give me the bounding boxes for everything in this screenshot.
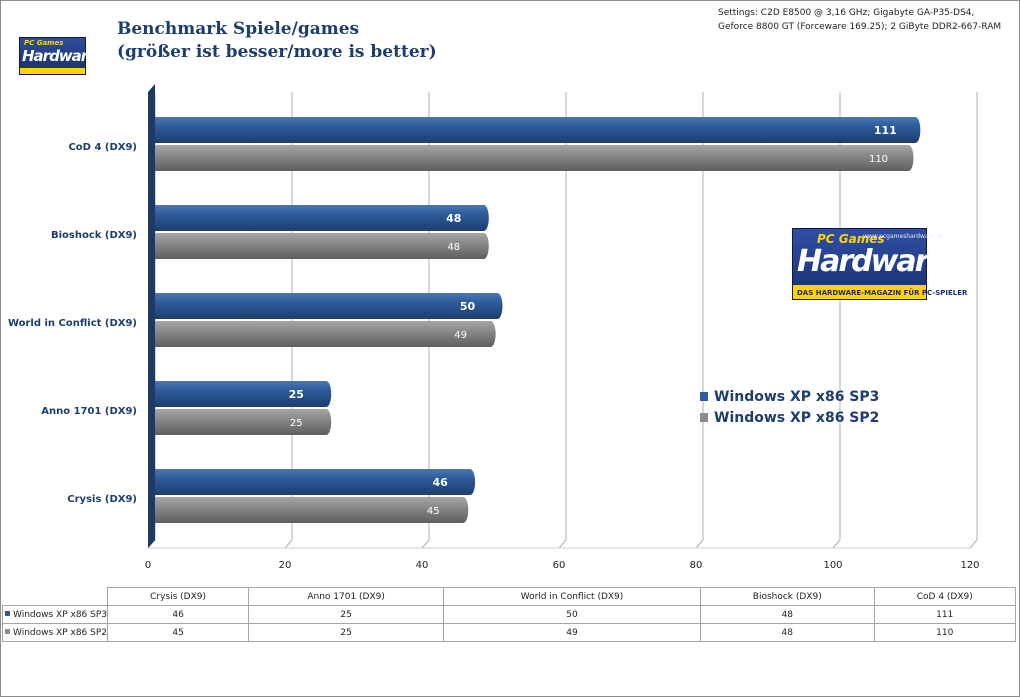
bar-sp2 xyxy=(155,497,469,523)
chart-legend: Windows XP x86 SP3 Windows XP x86 SP2 xyxy=(700,386,879,428)
data-label-sp3: 50 xyxy=(460,300,476,313)
category-label: CoD 4 (DX9) xyxy=(68,142,137,153)
pcgh-logo-large: PC Games www.pcgameshardware.de Hardware… xyxy=(792,228,967,300)
chart-title-line2: (größer ist besser/more is better) xyxy=(117,42,437,62)
data-label-sp2: 48 xyxy=(447,242,460,253)
table-row: Windows XP x86 SP3 46 25 50 48 111 xyxy=(2,605,1017,624)
category-label: Bioshock (DX9) xyxy=(51,230,137,241)
x-tick-label: 80 xyxy=(690,560,703,571)
legend-swatch-sp2 xyxy=(700,413,708,422)
table-col-header: Bioshock (DX9) xyxy=(699,587,875,606)
data-label-sp2: 25 xyxy=(290,418,303,429)
table-cell: 45 xyxy=(106,623,250,642)
table-col-header: CoD 4 (DX9) xyxy=(873,587,1017,606)
table-cell: 49 xyxy=(443,623,701,642)
table-cell: 46 xyxy=(106,605,250,624)
data-label-sp3: 48 xyxy=(446,212,461,225)
bar-sp3 xyxy=(155,381,332,407)
settings-line1: Settings: C2D E8500 @ 3,16 GHz; Gigabyte… xyxy=(718,8,975,18)
settings-line2: Geforce 8800 GT (Forceware 169.25); 2 Gi… xyxy=(718,22,1002,32)
table-cell: 110 xyxy=(873,623,1017,642)
x-tick-label: 60 xyxy=(553,560,566,571)
table-cell: 25 xyxy=(248,623,445,642)
grid-floor-line xyxy=(832,539,841,549)
x-tick-label: 40 xyxy=(416,560,429,571)
table-cell: 48 xyxy=(699,605,875,624)
table-cell: 50 xyxy=(443,605,701,624)
data-label-sp2: 110 xyxy=(869,154,888,165)
table-row-label: Windows XP x86 SP3 xyxy=(2,605,108,624)
legend-item-sp2: Windows XP x86 SP2 xyxy=(700,407,879,428)
axis-wall xyxy=(148,84,155,548)
table-col-header: Anno 1701 (DX9) xyxy=(248,587,445,606)
grid-floor-line xyxy=(421,539,430,549)
data-label-sp2: 49 xyxy=(454,330,467,341)
x-tick-label: 120 xyxy=(960,560,979,571)
legend-item-sp3: Windows XP x86 SP3 xyxy=(700,386,879,407)
grid-floor-line xyxy=(558,539,567,549)
table-row: Windows XP x86 SP2 45 25 49 48 110 xyxy=(2,623,1017,642)
table-cell: 48 xyxy=(699,623,875,642)
x-tick-label: 20 xyxy=(279,560,292,571)
settings-note: Settings: C2D E8500 @ 3,16 GHz; Gigabyte… xyxy=(718,6,1008,34)
chart-title-line1: Benchmark Spiele/games xyxy=(117,19,360,39)
bar-chart: 0 20 40 60 80 100 120 CoD 4 (DX9) 111 110 Bioshock… xyxy=(8,84,980,571)
bar-sp2 xyxy=(155,233,489,259)
table-row-label: Windows XP x86 SP2 xyxy=(2,623,108,642)
data-label-sp3: 46 xyxy=(432,476,448,489)
table-cell: 111 xyxy=(873,605,1017,624)
category-label: World in Conflict (DX9) xyxy=(8,318,137,329)
bar-sp2 xyxy=(155,321,496,347)
table-col-header: World in Conflict (DX9) xyxy=(443,587,701,606)
legend-label-sp2: Windows XP x86 SP2 xyxy=(714,409,880,426)
pcgh-logo-small: PC Games Hardware xyxy=(19,37,97,75)
data-label-sp3: 25 xyxy=(289,388,304,401)
bar-sp2 xyxy=(155,409,332,435)
data-label-sp3: 111 xyxy=(874,124,897,137)
bar-sp3 xyxy=(155,293,503,319)
grid-floor-line xyxy=(695,539,704,549)
x-tick-label: 100 xyxy=(823,560,842,571)
table-cell: 25 xyxy=(248,605,445,624)
category-label: Crysis (DX9) xyxy=(67,494,137,505)
legend-swatch-sp3 xyxy=(700,392,708,401)
grid-floor-line xyxy=(969,539,978,549)
x-tick-label: 0 xyxy=(145,560,151,571)
table-header-row: Crysis (DX9) Anno 1701 (DX9) World in Co… xyxy=(2,587,1017,606)
bar-sp3 xyxy=(155,469,476,495)
bar-sp2 xyxy=(155,145,914,171)
bar-sp3 xyxy=(155,117,921,143)
legend-label-sp3: Windows XP x86 SP3 xyxy=(714,388,880,405)
grid-floor-line xyxy=(284,539,293,549)
category-label: Anno 1701 (DX9) xyxy=(41,406,137,417)
table-corner xyxy=(2,587,108,606)
table-col-header: Crysis (DX9) xyxy=(106,587,250,606)
bar-sp3 xyxy=(155,205,489,231)
data-label-sp2: 45 xyxy=(427,506,440,517)
chart-title: Benchmark Spiele/games (größer ist besse… xyxy=(117,18,437,64)
data-table: Crysis (DX9) Anno 1701 (DX9) World in Co… xyxy=(2,587,1017,642)
